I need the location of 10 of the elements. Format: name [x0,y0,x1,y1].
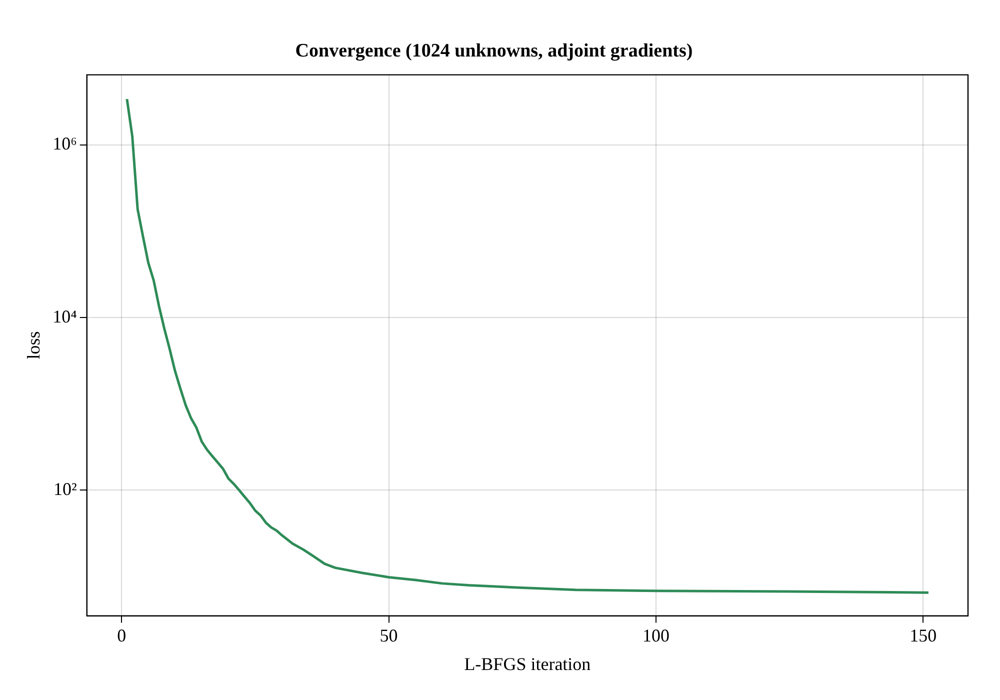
x-tick-label: 150 [910,625,937,646]
x-tick-label: 100 [642,625,670,646]
y-axis-title: loss [24,331,44,360]
y-tick-label: 10⁴ [52,306,77,326]
x-axis-title: L-BFGS iteration [464,654,591,674]
x-tick-label: 50 [380,625,398,646]
x-tick-label: 0 [117,625,126,646]
chart-title: Convergence (1024 unknowns, adjoint gradients) [295,40,693,62]
y-tick-label: 10² [53,478,77,499]
y-tick-label: 10⁶ [52,134,77,154]
